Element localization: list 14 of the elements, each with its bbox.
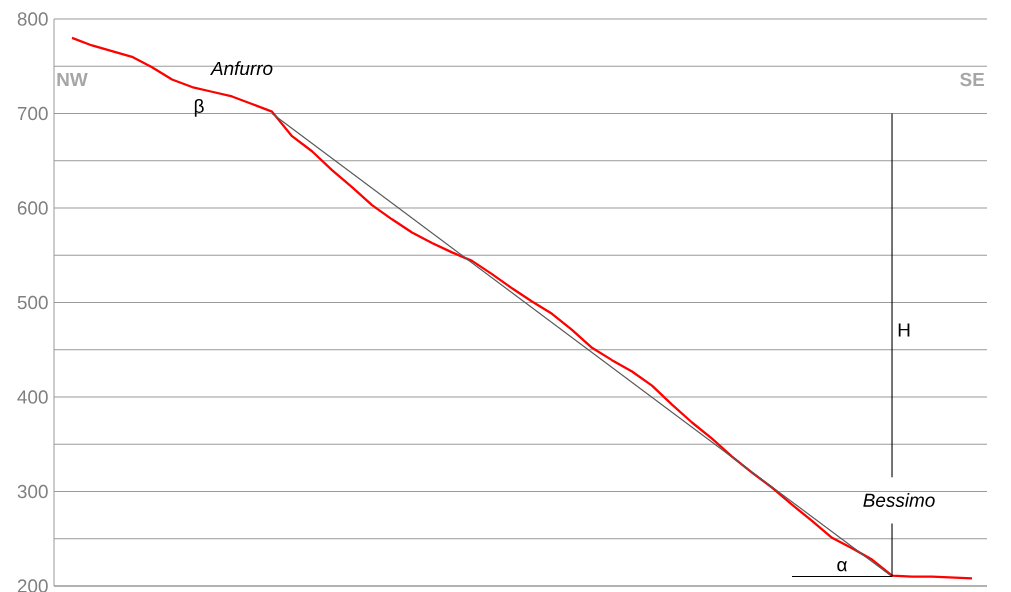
annotation: H [898,323,910,337]
y-tick-label: 800 [17,12,48,26]
y-tick-label: 500 [17,295,48,310]
annotation: NW [57,72,88,86]
y-tick-label: 300 [17,484,48,499]
annotation: α [837,560,847,572]
y-tick-label: 200 [17,579,48,592]
y-tick-label: 600 [17,201,48,215]
annotation: β [194,99,204,117]
y-tick-label: 400 [17,390,48,404]
annotation: Anfurro [210,61,273,76]
y-tick-label: 700 [17,106,48,121]
annotation: SE [960,72,985,87]
annotation: Bessimo [863,493,935,507]
